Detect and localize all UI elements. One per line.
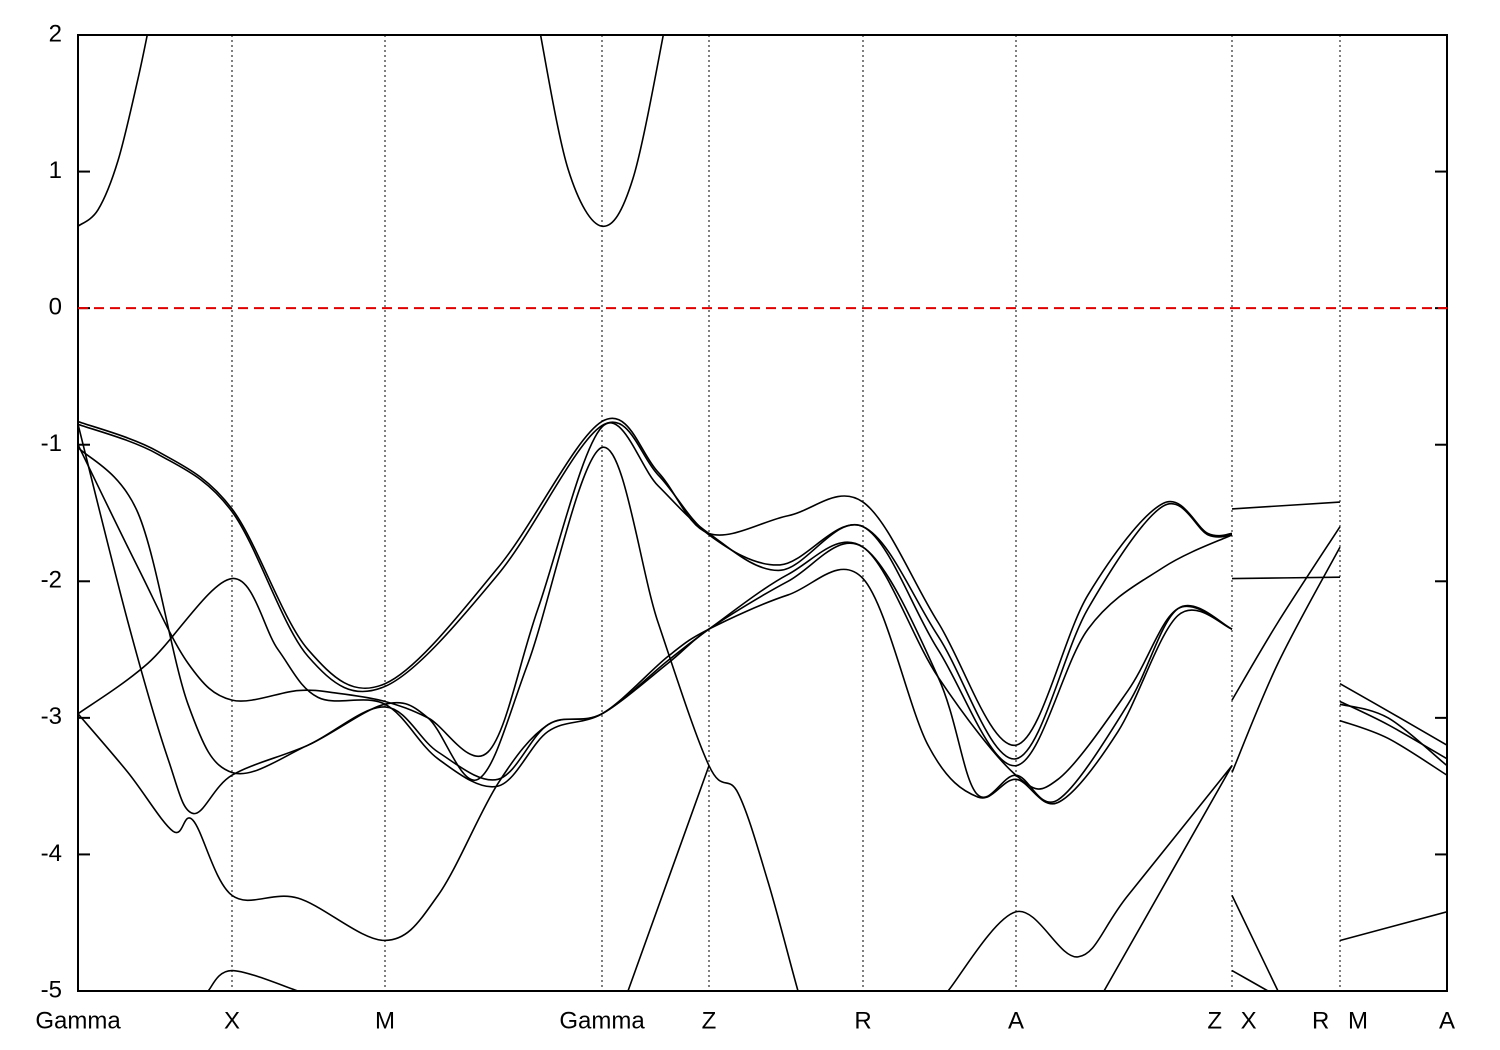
y-tick-label: 0	[49, 293, 62, 320]
band-line	[78, 424, 1233, 815]
band-line	[78, 35, 665, 228]
x-tick-label: Gamma	[35, 1007, 121, 1034]
x-tick-label: A	[1439, 1007, 1455, 1034]
plot-frame	[77, 34, 1448, 992]
y-tick-label: 1	[49, 157, 62, 184]
y-tick-label: -3	[41, 703, 62, 730]
band-line	[78, 568, 1233, 942]
band-line	[78, 446, 799, 991]
x-tick-label: A	[1008, 1007, 1024, 1034]
y-tick-label: -2	[41, 567, 62, 594]
band-line	[78, 422, 1447, 767]
x-tick-label: X	[224, 1007, 240, 1034]
x-tick-label: Z X	[1207, 1007, 1256, 1034]
plot-area	[78, 35, 1447, 991]
y-tick-label: -5	[41, 976, 62, 1003]
x-tick-label: M	[375, 1007, 395, 1034]
y-tick-label: -4	[41, 840, 62, 867]
band-line	[78, 542, 1447, 803]
band-line	[78, 417, 1447, 746]
y-tick-label: -1	[41, 430, 62, 457]
y-tick-label: 2	[49, 20, 62, 47]
band-line	[207, 765, 1447, 991]
x-tick-label: R M	[1312, 1007, 1368, 1034]
x-tick-label: Gamma	[559, 1007, 645, 1034]
x-tick-label: Z	[702, 1007, 717, 1034]
x-tick-label: R	[854, 1007, 871, 1034]
